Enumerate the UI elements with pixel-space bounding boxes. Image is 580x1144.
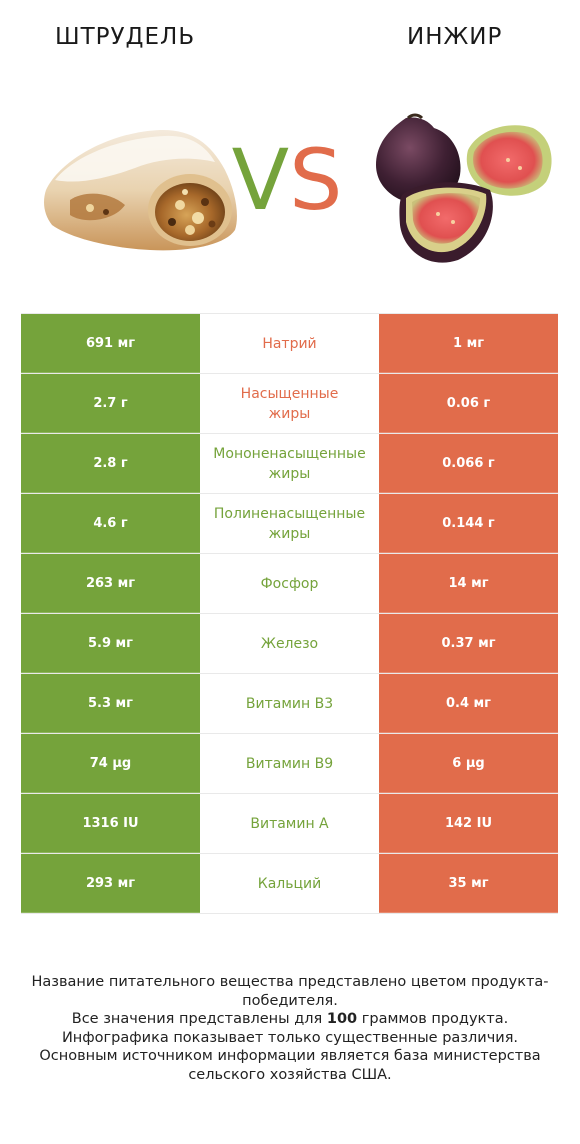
left-product-title: ШТРУДЕЛЬ bbox=[55, 24, 196, 50]
left-value: 74 µg bbox=[21, 734, 200, 793]
table-row: 5.3 мг Витамин B3 0.4 мг bbox=[21, 674, 558, 734]
right-value: 0.066 г bbox=[379, 434, 558, 493]
left-value: 5.9 мг bbox=[21, 614, 200, 673]
table-row: 2.7 г Насыщенные жиры 0.06 г bbox=[21, 374, 558, 434]
nutrient-name: Натрий bbox=[262, 335, 317, 352]
right-product-title: ИНЖИР bbox=[407, 24, 503, 50]
fig-image bbox=[368, 110, 558, 270]
left-value: 5.3 мг bbox=[21, 674, 200, 733]
nutrient-name: Железо bbox=[260, 635, 319, 652]
table-row: 263 мг Фосфор 14 мг bbox=[21, 554, 558, 614]
left-value: 293 мг bbox=[21, 854, 200, 913]
nutrient-name: Витамин A bbox=[250, 815, 329, 832]
left-value: 2.7 г bbox=[21, 374, 200, 433]
table-row: 74 µg Витамин B9 6 µg bbox=[21, 734, 558, 794]
footer-line-1: Название питательного вещества представл… bbox=[31, 974, 549, 1009]
left-value: 1316 IU bbox=[21, 794, 200, 853]
strudel-image bbox=[40, 120, 250, 260]
nutrient-name: Витамин B9 bbox=[245, 755, 334, 772]
left-value: 2.8 г bbox=[21, 434, 200, 493]
right-value: 1 мг bbox=[379, 314, 558, 373]
table-row: 1316 IU Витамин A 142 IU bbox=[21, 794, 558, 854]
table-row: 5.9 мг Железо 0.37 мг bbox=[21, 614, 558, 674]
table-row: 293 мг Кальций 35 мг bbox=[21, 854, 558, 914]
right-value: 6 µg bbox=[379, 734, 558, 793]
footer-line-2-bold: 100 bbox=[326, 1011, 358, 1027]
vs-v: V bbox=[231, 131, 290, 229]
footer-line-2-prefix: Все значения представлены для bbox=[71, 1011, 327, 1027]
nutrient-name: Кальций bbox=[257, 875, 322, 892]
comparison-table: 691 мг Натрий 1 мг 2.7 г Насыщенные жиры 0.06… bbox=[21, 313, 558, 914]
table-row: 691 мг Натрий 1 мг bbox=[21, 313, 558, 374]
table-row: 2.8 г Мононенасыщенные жиры 0.066 г bbox=[21, 434, 558, 494]
table-row: 4.6 г Полиненасыщенные жиры 0.144 г bbox=[21, 494, 558, 554]
left-value: 263 мг bbox=[21, 554, 200, 613]
nutrient-name: Витамин B3 bbox=[245, 695, 334, 712]
vs-s: S bbox=[289, 131, 343, 229]
footer-line-3: Инфографика показывает только существенн… bbox=[61, 1029, 519, 1046]
right-value: 142 IU bbox=[379, 794, 558, 853]
right-value: 0.4 мг bbox=[379, 674, 558, 733]
nutrient-name: Фосфор bbox=[260, 575, 319, 592]
left-value: 4.6 г bbox=[21, 494, 200, 553]
vs-label: VS bbox=[222, 130, 352, 230]
footer-notes: Название питательного вещества представл… bbox=[20, 973, 560, 1084]
footer-line-4: Основным источником информации является … bbox=[39, 1048, 541, 1083]
left-value: 691 мг bbox=[21, 314, 200, 373]
right-value: 0.144 г bbox=[379, 494, 558, 553]
right-value: 14 мг bbox=[379, 554, 558, 613]
right-value: 0.06 г bbox=[379, 374, 558, 433]
nutrient-name: Насыщенные жиры bbox=[240, 385, 339, 422]
nutrient-name: Мононенасыщенные жиры bbox=[213, 445, 366, 482]
strudel-icon bbox=[44, 129, 237, 251]
nutrient-name: Полиненасыщенные жиры bbox=[213, 505, 366, 542]
right-value: 0.37 мг bbox=[379, 614, 558, 673]
footer-line-2-suffix: граммов продукта. bbox=[357, 1011, 509, 1027]
footer-line-2: Все значения представлены для 100 граммо… bbox=[20, 1010, 560, 1029]
right-value: 35 мг bbox=[379, 854, 558, 913]
fig-icon bbox=[376, 113, 552, 263]
